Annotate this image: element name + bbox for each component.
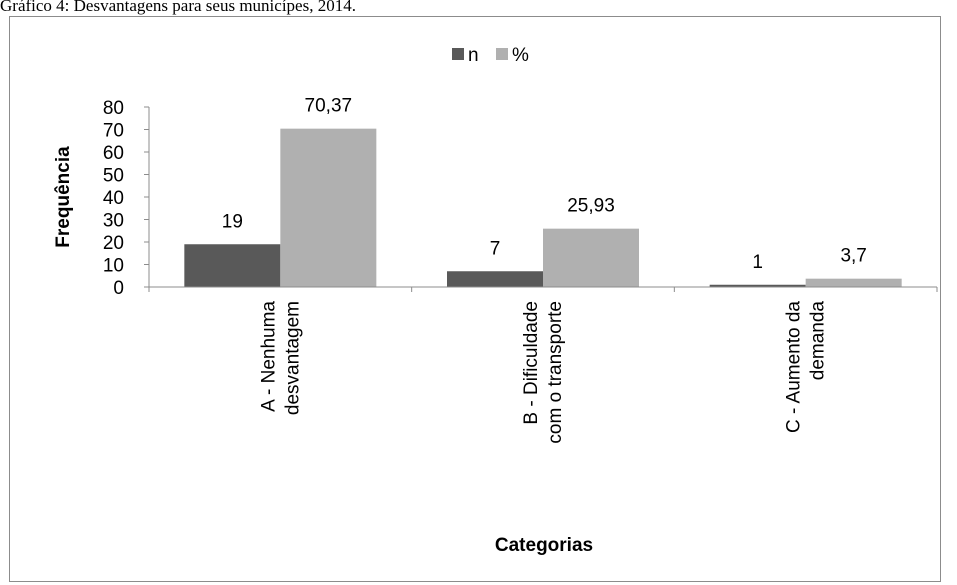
bar-percent-1	[543, 228, 639, 287]
y-tick-label: 20	[103, 233, 124, 254]
y-tick-label: 70	[103, 121, 124, 142]
data-label: 70,37	[305, 96, 353, 117]
bar-n-2	[709, 284, 806, 287]
y-tick-label: 50	[103, 166, 124, 187]
y-tick-label: 40	[103, 188, 124, 209]
y-tick-label: 80	[103, 98, 124, 119]
x-tick-label: B - Dificuldade com o transporte	[521, 301, 566, 444]
figure-caption: Gráfico 4: Desvantagens para seus municí…	[0, 0, 356, 15]
legend-label: n	[468, 45, 479, 66]
data-label: 3,7	[840, 246, 866, 267]
y-tick-label: 10	[103, 256, 124, 277]
legend-label: %	[512, 45, 529, 66]
x-axis-title: Categorias	[495, 535, 593, 556]
bar-n-1	[447, 271, 543, 287]
y-tick-label: 0	[113, 278, 124, 299]
data-label: 1	[752, 252, 763, 273]
data-label: 25,93	[567, 196, 615, 217]
x-tick-label: C - Aumento da demanda	[784, 301, 829, 433]
y-tick-label: 30	[103, 211, 124, 232]
bar-n-0	[184, 244, 281, 287]
y-axis-title: Frequência	[53, 146, 74, 248]
y-tick-label: 60	[103, 143, 124, 164]
legend: n%	[452, 45, 529, 66]
data-label: 19	[222, 211, 243, 232]
data-label: 7	[490, 238, 501, 259]
x-axis: A - Nenhuma desvantagem B - Dificuldade com…	[148, 286, 938, 444]
bars: 19 70,37 7 25,93 1 3,7	[184, 96, 902, 287]
bar-percent-0	[280, 128, 377, 287]
x-tick-label: A - Nenhuma desvantagem	[258, 301, 303, 415]
chart-frame	[9, 16, 941, 582]
legend-swatch	[496, 48, 508, 60]
legend-swatch	[452, 48, 464, 60]
bar-percent-2	[805, 278, 902, 287]
